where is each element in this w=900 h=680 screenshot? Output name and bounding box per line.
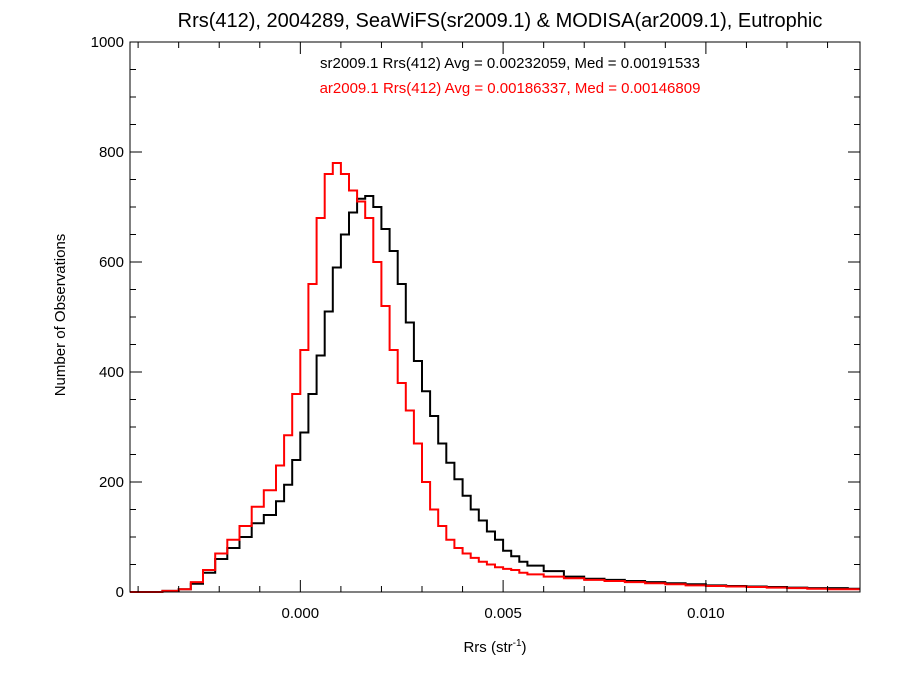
stats-annotation-1: sr2009.1 Rrs(412) Avg = 0.00232059, Med … [320, 55, 700, 72]
histogram-series-1 [130, 195, 860, 593]
x-tick-label: 0.000 [282, 605, 320, 622]
stats-annotation-2: ar2009.1 Rrs(412) Avg = 0.00186337, Med … [320, 80, 701, 97]
chart-title: Rrs(412), 2004289, SeaWiFS(sr2009.1) & M… [178, 10, 823, 32]
y-tick-label: 400 [99, 364, 124, 381]
y-tick-label: 600 [99, 254, 124, 271]
y-tick-label: 1000 [91, 34, 124, 51]
x-tick-label: 0.010 [687, 605, 725, 622]
y-axis-title: Number of Observations [52, 234, 69, 397]
x-axis-title-main: Rrs (str [463, 639, 512, 656]
x-axis-title-close: ) [522, 639, 527, 656]
y-axis: 0 200 400 600 800 1000 [91, 34, 860, 601]
y-tick-label: 200 [99, 474, 124, 491]
x-axis-title-superscript: -1 [513, 638, 522, 649]
x-axis: 0.000 0.005 0.010 [137, 42, 829, 622]
y-tick-label: 800 [99, 144, 124, 161]
histogram-series-2 [130, 162, 860, 593]
plot-frame [129, 41, 861, 593]
series-layer [130, 162, 860, 593]
y-tick-label: 0 [116, 584, 124, 601]
statistics-annotations: sr2009.1 Rrs(412) Avg = 0.00232059, Med … [320, 55, 701, 97]
x-axis-title: Rrs (str-1) [463, 638, 526, 656]
x-tick-label: 0.005 [484, 605, 522, 622]
